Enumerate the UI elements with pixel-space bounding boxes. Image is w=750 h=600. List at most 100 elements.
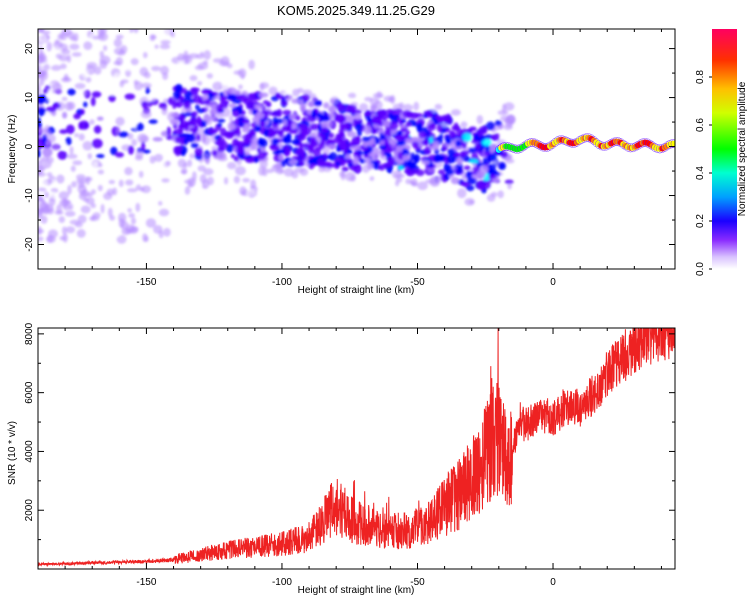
spectrogram-cell <box>248 128 254 134</box>
spectrogram-cell <box>38 236 44 242</box>
spectrogram-cell <box>361 173 371 179</box>
spectrogram-cell <box>494 133 500 138</box>
spectrogram-ytick-label: -10 <box>24 188 35 203</box>
spectrogram-ytick-label: 10 <box>24 92 35 104</box>
spectrogram-cell <box>486 153 497 162</box>
spectrogram-cell <box>262 100 269 105</box>
spectrogram-cell <box>402 148 410 157</box>
spectrogram-cell <box>64 101 74 111</box>
spectrogram-cell <box>38 140 45 150</box>
colorbar-tick-label: 0.6 <box>695 118 706 132</box>
spectrogram-cell <box>236 129 241 137</box>
spectrogram-cell <box>460 181 468 187</box>
spectrogram-cell <box>82 140 93 151</box>
spectrogram-heatmap <box>38 29 675 244</box>
spectrogram-cell <box>259 120 266 128</box>
spectrogram-cell <box>335 102 346 111</box>
spectrogram-cell <box>217 145 224 154</box>
spectrogram-cell <box>391 170 403 179</box>
spectrogram-cell <box>69 146 74 155</box>
spectrogram-cell <box>127 132 134 140</box>
spectrogram-cell <box>245 101 255 110</box>
spectrogram-cell <box>234 165 246 176</box>
spectrogram-cell <box>89 119 95 125</box>
spectrogram-cell <box>369 176 375 182</box>
spectrogram-cell <box>129 29 134 34</box>
spectrogram-cell <box>483 180 492 190</box>
spectrogram-cell <box>505 158 515 164</box>
spectrogram-cell <box>38 74 42 79</box>
spectrogram-cell <box>463 165 471 171</box>
spectrogram-cell <box>219 95 227 103</box>
spectrogram-cell <box>283 167 294 177</box>
spectrogram-xtick-label: -150 <box>136 277 156 288</box>
spectrogram-cell <box>457 188 467 199</box>
spectrogram-xtick-label: -50 <box>410 277 425 288</box>
spectrogram-cell <box>409 152 415 161</box>
spectrogram-cell <box>116 235 127 244</box>
spectrogram-cell <box>170 118 180 126</box>
spectrogram-cell <box>363 126 372 135</box>
spectrogram-cell <box>46 41 53 52</box>
spectrogram-cell <box>418 132 427 139</box>
spectrogram-cell <box>364 150 369 155</box>
spectrogram-cell <box>328 112 335 120</box>
spectrogram-cell <box>346 149 353 155</box>
spectrogram-cell <box>389 121 399 131</box>
spectrogram-cell <box>497 190 504 199</box>
spectrogram-cell <box>503 124 513 131</box>
spectrogram-cell <box>107 207 113 218</box>
spectrogram-cell <box>497 110 509 116</box>
spectrogram-cell <box>478 126 488 135</box>
spectrogram-cell <box>38 29 45 33</box>
spectrogram-cell <box>50 191 57 200</box>
spectrogram-cell <box>238 149 245 155</box>
spectrogram-cell <box>402 103 414 112</box>
spectrogram-cell <box>481 139 492 147</box>
spectrogram-cell <box>201 134 207 144</box>
spectrogram-cell <box>299 160 305 167</box>
spectrogram-cell <box>358 158 367 164</box>
spectrogram-cell <box>435 154 446 161</box>
colorbar-label: Normalized spectral amplitude <box>737 81 748 216</box>
spectrogram-cell <box>91 91 102 98</box>
spectrogram-cell <box>38 45 44 55</box>
spectrogram-cell <box>46 234 54 243</box>
spectrogram-cell <box>46 172 53 177</box>
spectrogram-cell <box>486 194 496 202</box>
spectrogram-cell <box>38 148 41 159</box>
spectrogram-cell <box>80 205 91 214</box>
spectrogram-cell <box>230 124 237 130</box>
spectrogram-cell <box>200 153 210 161</box>
spectrogram-cell <box>507 182 512 190</box>
spectrogram-cell <box>210 129 216 135</box>
spectrogram-cell <box>83 90 88 96</box>
spectrogram-cell <box>411 141 419 148</box>
spectrogram-cell <box>257 151 267 160</box>
spectrogram-cell <box>73 113 81 120</box>
spectrogram-cell <box>376 91 383 99</box>
spectrogram-cell <box>434 114 440 120</box>
spectrogram-cell <box>309 136 317 143</box>
spectrogram-cell <box>286 150 291 156</box>
spectrogram-cell <box>226 87 237 94</box>
spectrogram-cell <box>346 131 357 138</box>
spectrogram-cell <box>81 69 89 79</box>
spectrogram-cell <box>355 91 362 97</box>
spectrogram-cell <box>78 193 88 201</box>
spectrogram-cell <box>85 197 95 205</box>
spectrogram-cell <box>398 102 404 108</box>
spectrogram-cell <box>237 94 244 100</box>
spectrogram-cell <box>92 35 101 40</box>
spectrogram-cell <box>141 141 146 152</box>
spectrogram-cell <box>188 53 200 59</box>
spectrogram-cell <box>438 169 445 175</box>
spectrogram-cell <box>57 150 68 160</box>
spectrogram-cell <box>450 109 461 116</box>
spectrogram-cell <box>145 86 150 95</box>
spectrogram-cell <box>329 104 336 114</box>
spectrogram-signal-halo <box>670 139 675 149</box>
spectrogram-cell <box>421 139 430 146</box>
spectrogram-cell <box>65 124 75 135</box>
snr-xtick-label: -150 <box>136 577 156 588</box>
